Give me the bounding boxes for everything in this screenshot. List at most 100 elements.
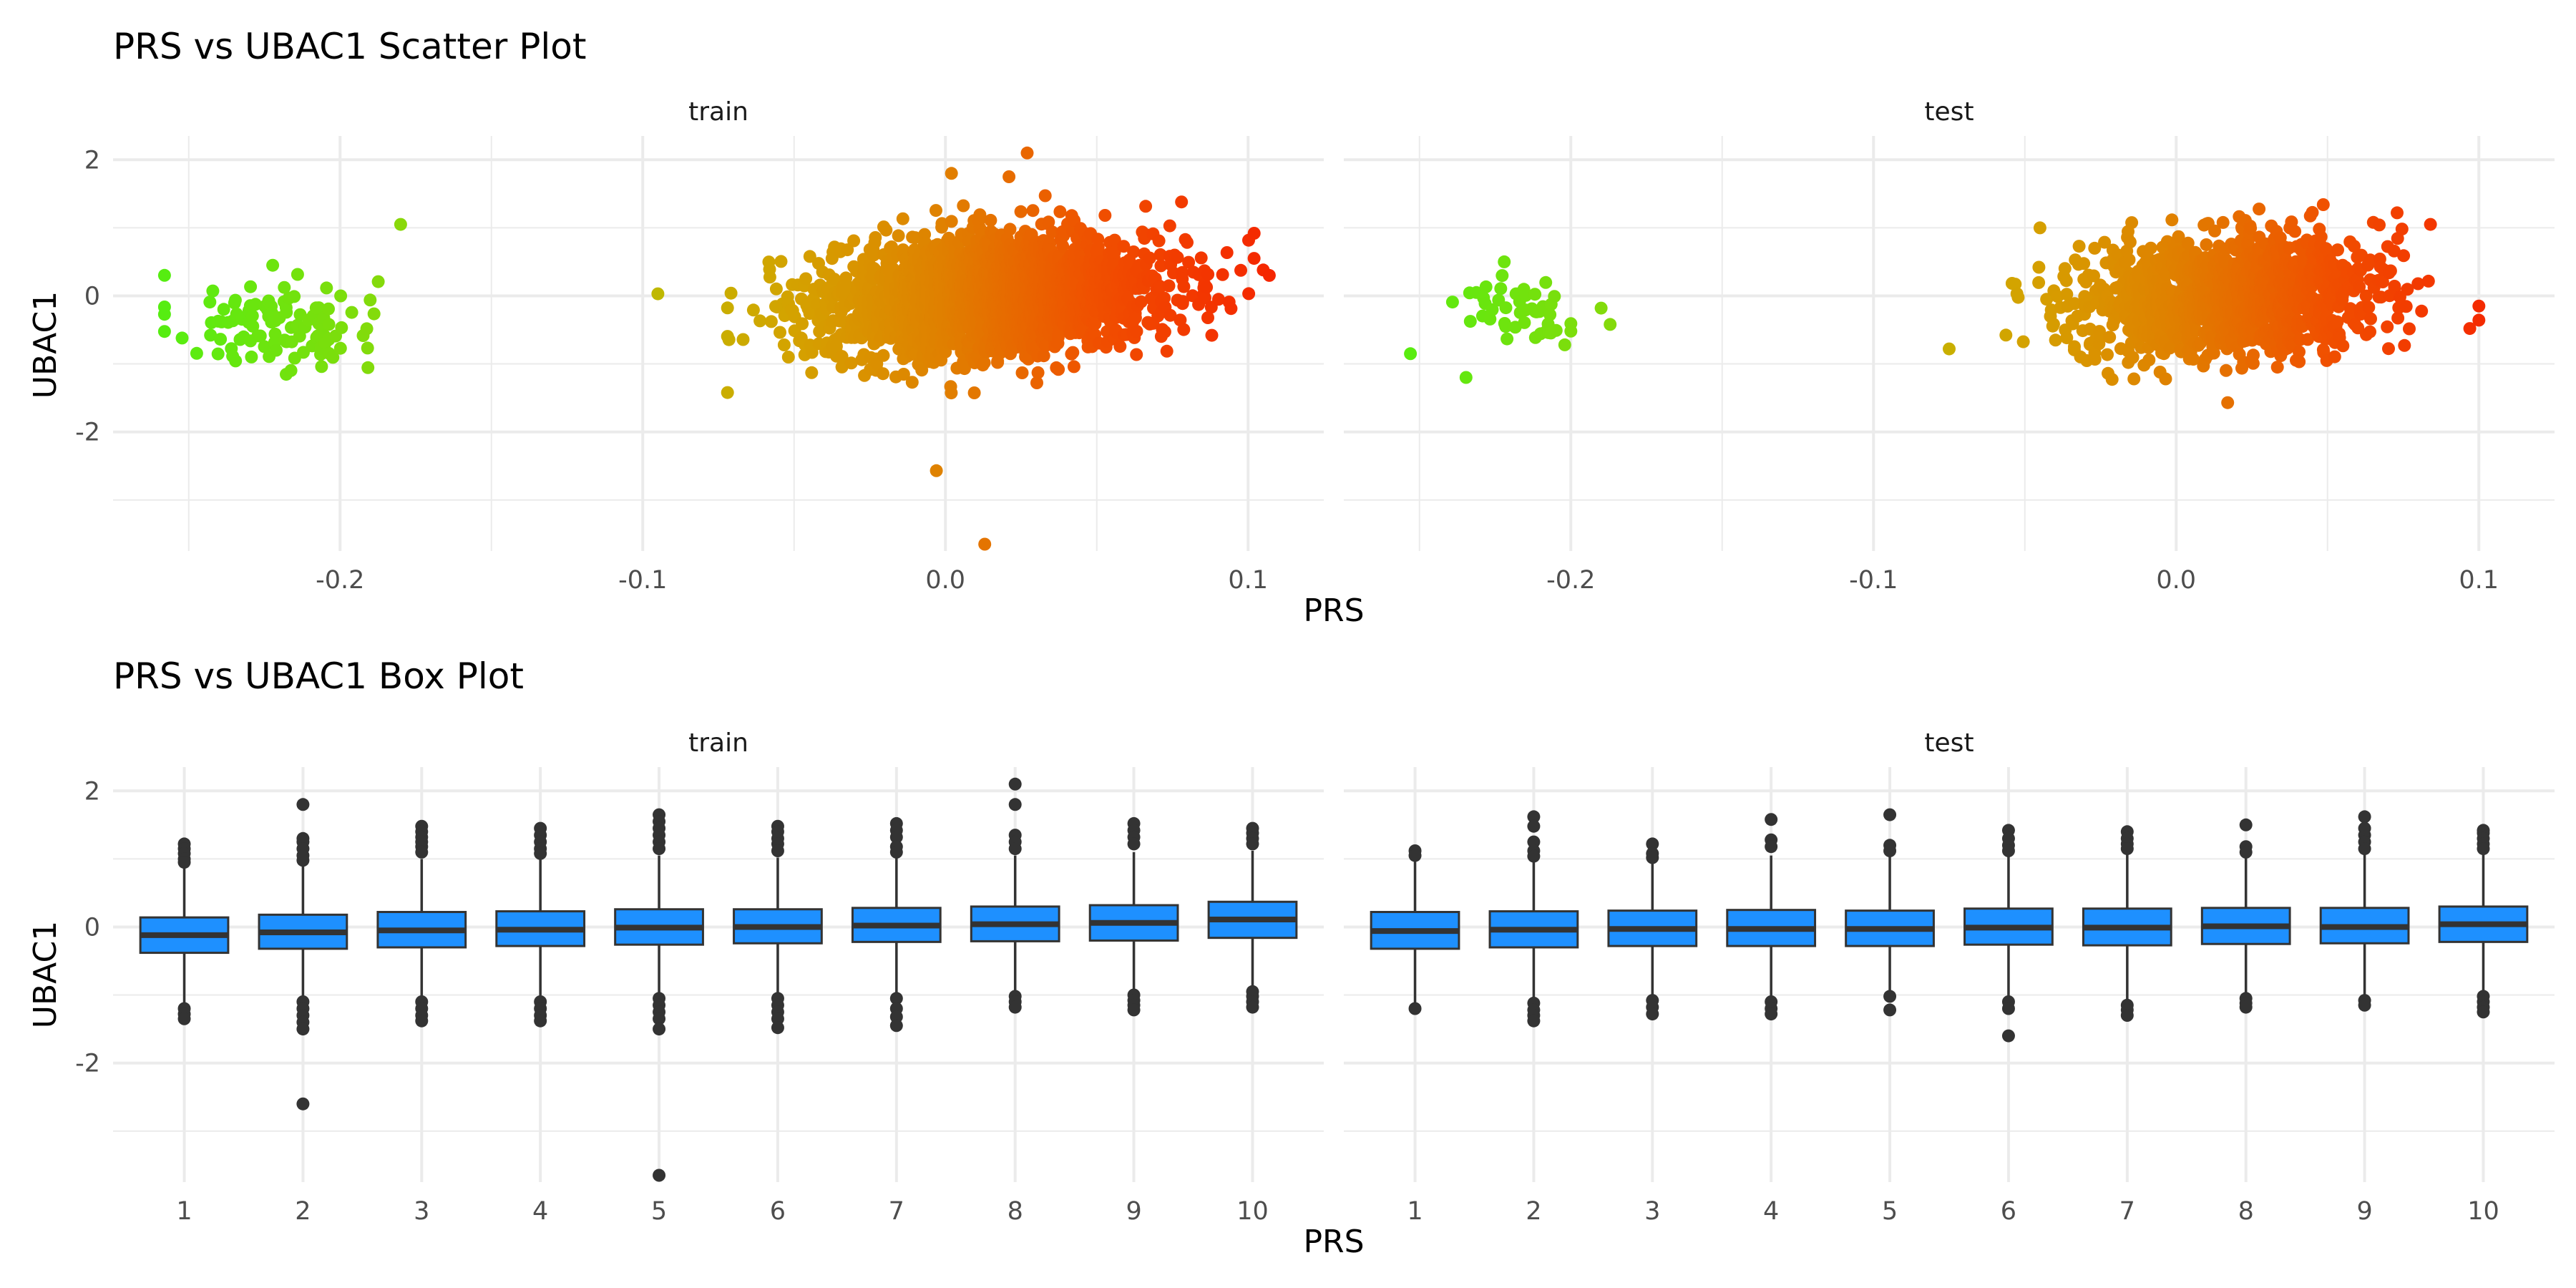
scatter-point (1152, 234, 1166, 248)
box-outlier (2358, 842, 2371, 856)
scatter-point (2216, 215, 2230, 229)
scatter-point (1130, 325, 1143, 338)
scatter-point (1091, 240, 1105, 254)
scatter-point (2331, 243, 2344, 257)
scatter-point (1211, 293, 1225, 306)
scatter-point (1247, 252, 1261, 265)
box-outlier (415, 1014, 429, 1028)
scatter-point (1543, 308, 1557, 321)
scatter-point (2220, 364, 2233, 377)
scatter-point (1052, 363, 1065, 376)
scatter-point (1134, 295, 1148, 308)
scatter-point (1162, 279, 1176, 293)
scatter-point (2362, 301, 2376, 314)
box-chart: PRS vs UBAC1 Box Plot train test 1 2 3 4 5 6 7… (27, 655, 2555, 1260)
scatter-point (847, 234, 861, 248)
scatter-point (1181, 235, 1194, 249)
scatter-point (1143, 251, 1156, 265)
box-outlier (2358, 810, 2371, 824)
scatter-point (367, 307, 381, 321)
box-outlier (889, 845, 903, 859)
box-outlier (1527, 1014, 1541, 1028)
box-outlier (1883, 990, 1897, 1003)
scatter-point (1220, 246, 1234, 259)
box-outlier (771, 1012, 784, 1025)
scatter-point (245, 350, 258, 364)
scatter-point (334, 289, 348, 303)
scatter-point (2103, 331, 2117, 344)
scatter-point (2293, 355, 2306, 369)
scatter-point (1499, 320, 1513, 333)
scatter-point (930, 204, 942, 218)
box-outlier (296, 1097, 310, 1111)
scatter-point (2348, 240, 2361, 253)
scatter-point (190, 346, 203, 360)
scatter-point (1247, 227, 1261, 240)
scatter-point (2270, 361, 2284, 374)
box-outlier (653, 1012, 666, 1025)
scatter-point (1038, 189, 1052, 203)
scatter-point (877, 348, 890, 362)
scatter-point (799, 272, 813, 286)
scatter-point (1518, 316, 1531, 329)
scatter-point (1176, 295, 1189, 308)
scatter-point (844, 356, 858, 370)
scatter-point (841, 243, 854, 257)
scatter-point (371, 275, 385, 288)
box-outlier (296, 798, 310, 811)
x-tick-label: 5 (1882, 1197, 1898, 1226)
scatter-point (2142, 353, 2156, 366)
scatter-point (977, 356, 991, 369)
scatter-point (1026, 204, 1040, 218)
scatter-point (1463, 315, 1477, 328)
scatter-point (1056, 239, 1070, 253)
scatter-point (1200, 280, 1214, 294)
box-outlier (1765, 813, 1778, 826)
scatter-point (2387, 244, 2401, 258)
box-outlier (2239, 1000, 2253, 1014)
box-outlier (1765, 1008, 1778, 1021)
scatter-point (211, 347, 225, 361)
x-tick-label: 0.0 (925, 566, 965, 595)
scatter-point (805, 346, 819, 359)
scatter-point (1160, 344, 1174, 358)
scatter-point (1053, 205, 1067, 218)
scatter-point (2415, 304, 2429, 318)
box-panel-test: 1 2 3 4 5 6 7 8 9 10 (1344, 767, 2555, 1226)
scatter-point (721, 301, 734, 315)
scatter-point (364, 293, 377, 307)
scatter-point (2011, 291, 2025, 304)
scatter-point (2381, 320, 2394, 333)
scatter-point (973, 208, 987, 222)
scatter-point (229, 354, 243, 368)
scatter-point (724, 286, 738, 300)
box-outlier (2120, 842, 2134, 856)
scatter-point (1549, 323, 1563, 337)
box-outlier (1408, 1002, 1422, 1015)
scatter-point (764, 315, 778, 328)
box-y-axis-label: UBAC1 (27, 921, 64, 1028)
box-outlier (1246, 837, 1259, 851)
scatter-point (2331, 315, 2344, 328)
x-tick-label: 6 (770, 1197, 786, 1226)
scatter-point (1002, 170, 1016, 183)
x-tick-label: -0.1 (618, 566, 667, 595)
scatter-point (774, 255, 788, 268)
y-tick-label: -2 (75, 419, 100, 447)
scatter-point (2472, 299, 2486, 313)
scatter-point (736, 333, 750, 346)
box-outlier (1008, 842, 1022, 856)
scatter-point (2397, 249, 2411, 263)
scatter-point (1564, 317, 1578, 331)
scatter-point (345, 306, 358, 319)
scatter-point (2247, 348, 2260, 362)
x-tick-label: 10 (1236, 1197, 1269, 1226)
box-outlier (415, 845, 429, 859)
scatter-point (322, 302, 335, 316)
scatter-point (2088, 241, 2102, 255)
scatter-point (2424, 218, 2437, 231)
scatter-point (803, 250, 816, 263)
y-tick-label: 2 (84, 146, 100, 175)
scatter-point (246, 319, 260, 333)
